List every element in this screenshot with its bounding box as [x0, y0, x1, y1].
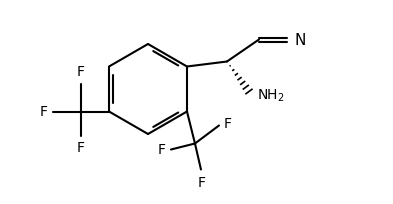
Text: F: F — [224, 117, 232, 131]
Text: F: F — [77, 65, 85, 79]
Text: F: F — [40, 105, 48, 119]
Text: NH$_2$: NH$_2$ — [257, 87, 285, 103]
Text: F: F — [198, 176, 206, 190]
Text: F: F — [158, 143, 166, 157]
Text: N: N — [295, 33, 307, 48]
Text: F: F — [77, 141, 85, 155]
